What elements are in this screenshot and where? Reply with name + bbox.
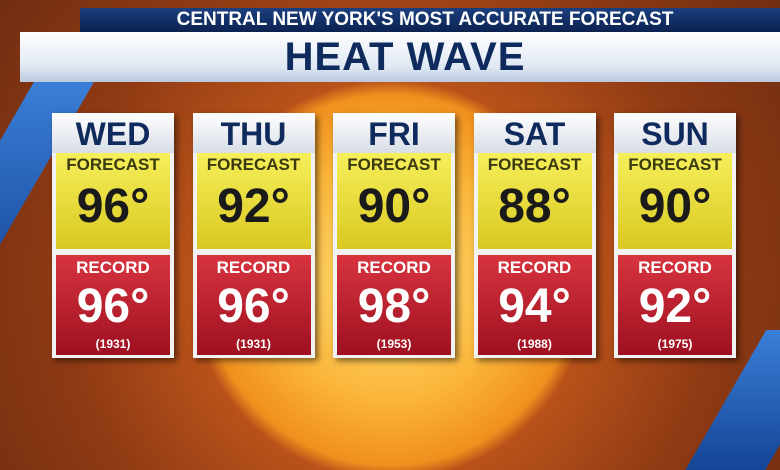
forecast-label: FORECAST (206, 155, 301, 174)
forecast-temp: 90° (357, 180, 431, 233)
day-card: FRI FORECAST 90° RECORD 98° (1953) (333, 113, 455, 358)
record-temp: 96° (217, 280, 290, 333)
record-year: (1931) (236, 337, 271, 351)
forecast-temp: 88° (498, 180, 571, 233)
forecast-label: FORECAST (347, 155, 441, 174)
forecast-label: FORECAST (66, 155, 160, 174)
day-name: FRI (333, 113, 455, 153)
forecast-temp: 90° (638, 180, 712, 233)
record-temp: 98° (357, 280, 431, 333)
record-panel: RECORD 96° (1931) (56, 255, 170, 355)
record-panel: RECORD 98° (1953) (337, 255, 451, 355)
record-label: RECORD (497, 258, 572, 277)
record-label: RECORD (216, 258, 291, 277)
record-label: RECORD (76, 258, 150, 277)
record-year: (1975) (657, 337, 693, 351)
forecast-panel: FORECAST 88° (477, 153, 592, 249)
record-year: (1953) (376, 337, 412, 351)
day-card: SUN FORECAST 90° RECORD 92° (1975) (614, 113, 736, 358)
record-year: (1931) (95, 337, 131, 351)
record-label: RECORD (638, 258, 712, 277)
day-card: THU FORECAST 92° RECORD 96° (1931) (192, 113, 315, 358)
title: HEAT WAVE (20, 32, 780, 82)
record-panel: RECORD 96° (1931) (196, 255, 311, 355)
record-temp: 92° (638, 280, 712, 333)
day-name: SUN (614, 113, 736, 153)
record-panel: RECORD 94° (1988) (477, 255, 592, 355)
day-name: THU (192, 113, 315, 153)
day-name: WED (52, 113, 174, 153)
record-panel: RECORD 92° (1975) (618, 255, 732, 355)
day-name: SAT (473, 113, 596, 153)
record-temp: 96° (76, 280, 150, 333)
forecast-temp: 96° (76, 180, 150, 233)
forecast-panel: FORECAST 92° (196, 153, 311, 249)
record-temp: 94° (498, 280, 571, 333)
forecast-label: FORECAST (628, 155, 722, 174)
forecast-panel: FORECAST 90° (618, 153, 732, 249)
record-year: (1988) (517, 337, 552, 351)
forecast-panel: FORECAST 96° (56, 153, 170, 249)
day-card: SAT FORECAST 88° RECORD 94° (1988) (473, 113, 596, 358)
day-card: WED FORECAST 96° RECORD 96° (1931) (52, 113, 174, 358)
record-label: RECORD (357, 258, 431, 277)
forecast-temp: 92° (217, 180, 290, 233)
forecast-label: FORECAST (487, 155, 582, 174)
forecast-panel: FORECAST 90° (337, 153, 451, 249)
banner: CENTRAL NEW YORK'S MOST ACCURATE FORECAS… (80, 8, 780, 32)
